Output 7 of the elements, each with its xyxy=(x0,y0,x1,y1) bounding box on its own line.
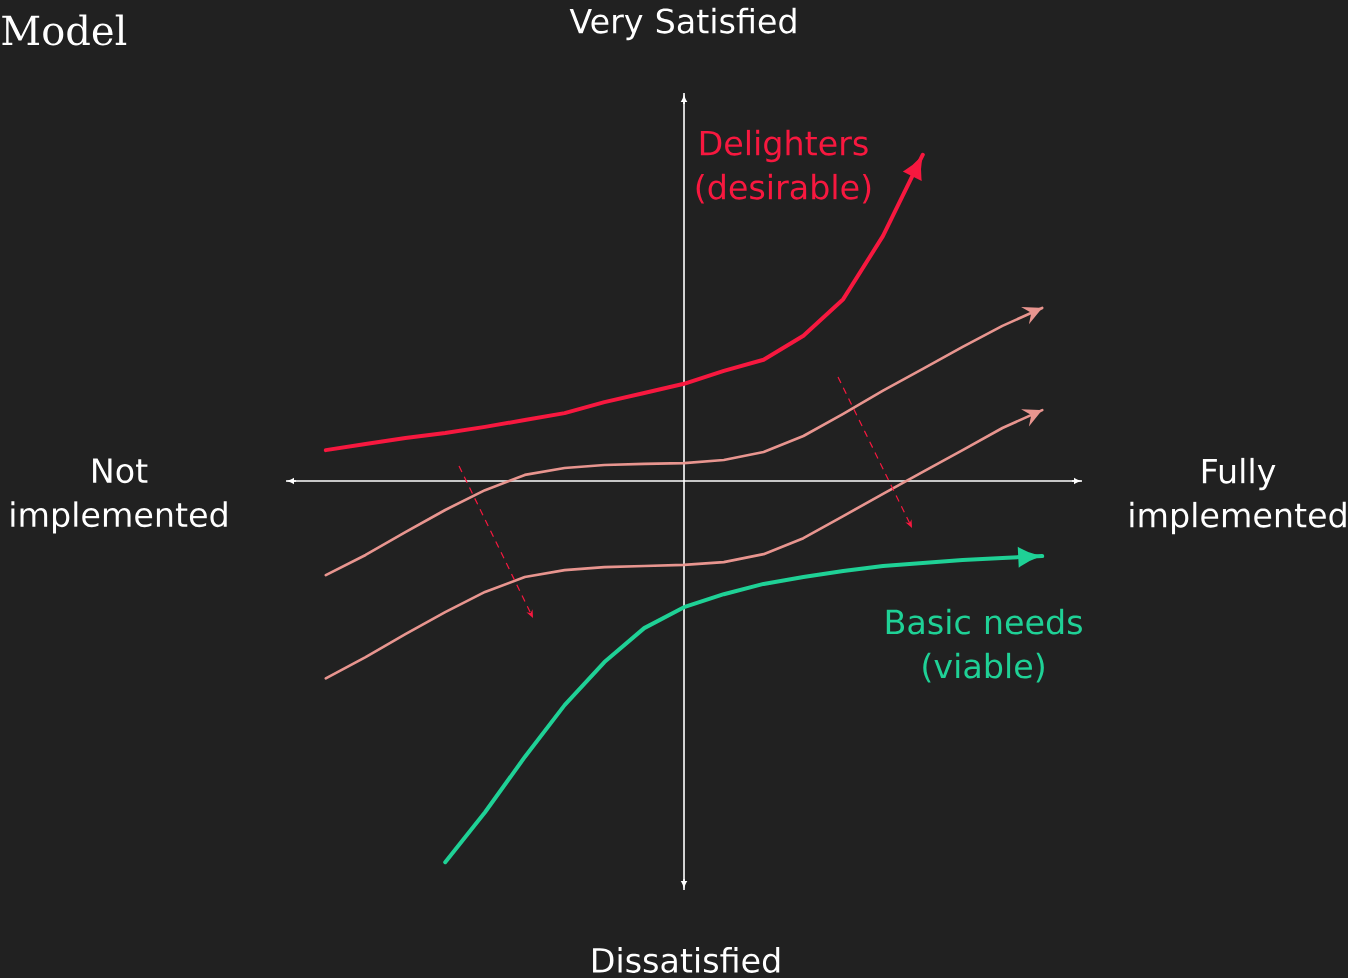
legend-label: Delighters (desirable) xyxy=(696,129,871,204)
series-label: Basic needs (viable) xyxy=(886,608,1082,683)
text: Dissatisfied xyxy=(593,947,780,973)
text: Very Satisfied xyxy=(569,7,796,41)
text: Fully implemented xyxy=(1130,457,1346,535)
text: Not implemented xyxy=(11,458,227,534)
chart-title: Model xyxy=(2,14,127,46)
